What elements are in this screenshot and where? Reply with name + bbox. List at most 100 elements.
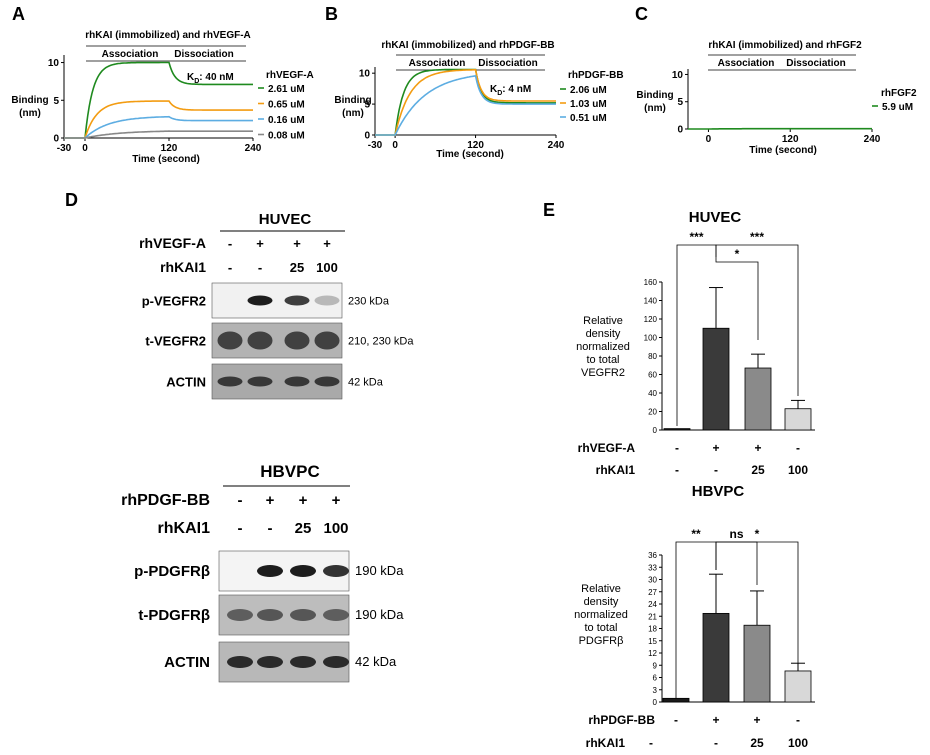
panel-a-legend-title: rhVEGF-A (266, 70, 314, 81)
x-tick-label: 240 (245, 143, 262, 154)
y-tick-label: 20 (648, 408, 657, 417)
blot-band-2-0 (217, 376, 243, 387)
sig-label-2: * (755, 527, 760, 541)
sig-bracket-1 (715, 257, 759, 340)
sig-label-0: ** (691, 527, 701, 541)
treat2-sign-1: - (258, 260, 262, 275)
bar-1 (702, 327, 730, 431)
y-tick-label: 5 (677, 97, 683, 108)
treat2-sign-0: - (675, 463, 679, 477)
y-tick-label: 140 (644, 297, 658, 306)
panel-c-ylabel-2: (nm) (644, 103, 666, 114)
panel-c-plot: 0 120 240 0 5 10 (672, 69, 881, 145)
panel-letter-c: C (635, 4, 648, 24)
panel-a-title: rhKAI (immobilized) and rhVEGF-A (85, 30, 251, 41)
legend-label-0: 2.06 uM (570, 85, 607, 96)
y-tick-label: 120 (644, 315, 658, 324)
blot-band-0-1 (247, 295, 273, 306)
blot-band-0-1 (257, 565, 283, 577)
blot-row-label-0: p-VEGFR2 (142, 294, 206, 309)
blot-band-2-3 (323, 656, 349, 668)
svg-text:KD: 4 nM: KD: 4 nM (490, 84, 531, 97)
y-tick-label: 33 (648, 563, 657, 572)
panel-b-title: rhKAI (immobilized) and rhPDGF-BB (381, 40, 554, 51)
y-tick-label: 10 (672, 70, 684, 81)
legend-label-1: 0.65 uM (268, 100, 305, 111)
panel-e-bottom-treat1-label: rhPDGF-BB (588, 713, 655, 727)
panel-c-title: rhKAI (immobilized) and rhFGF2 (708, 40, 862, 51)
y-tick-label: 36 (648, 551, 657, 560)
treat1-sign-0: - (674, 713, 678, 727)
blot-kda-1: 190 kDa (355, 607, 404, 622)
bar-0 (663, 428, 691, 431)
blot-band-2-2 (284, 376, 310, 387)
ylabel-line-3: to total (586, 354, 619, 366)
sig-label-0: *** (689, 230, 703, 244)
panel-a-kd-sub: D (194, 78, 199, 85)
treat2-sign-0: - (228, 260, 232, 275)
treat2-sign-0: - (238, 520, 243, 537)
panel-a-ylabel-2: (nm) (19, 108, 41, 119)
panel-letter-b: B (325, 4, 338, 24)
y-tick-label: 0 (653, 426, 658, 435)
blot-row-label-0: p-PDGFRβ (134, 563, 210, 580)
panel-e-top-title: HUVEC (689, 209, 742, 226)
y-tick-label: 0 (53, 134, 59, 145)
treat1-sign-1: + (712, 713, 719, 727)
panel-a-legend: 2.61 uM 0.65 uM 0.16 uM 0.08 uM (258, 84, 305, 142)
blot-band-1-0 (217, 331, 243, 350)
x-tick-label: -30 (57, 143, 72, 154)
hbvpc-treat2-label: rhKAI1 (158, 520, 211, 537)
treat2-sign-1: - (714, 736, 718, 750)
y-tick-label: 30 (648, 576, 657, 585)
curve-1 (375, 69, 556, 136)
x-tick-label: 120 (782, 134, 799, 145)
ylabel-line-0: Relative (581, 583, 621, 595)
panel-d-hbvpc: HBVPC rhPDGF-BB rhKAI1 - + + + - - 25 100 p-PDG… (121, 462, 404, 683)
hbvpc-treat1-label: rhPDGF-BB (121, 492, 210, 509)
y-tick-label: 0 (677, 125, 683, 136)
y-tick-label: 12 (648, 649, 657, 658)
y-tick-label: 9 (653, 661, 658, 670)
treat1-sign-3: - (796, 441, 800, 455)
y-tick-label: 10 (359, 69, 371, 80)
blot-band-0-2 (290, 565, 316, 577)
svg-text:KD: 40 nM: KD: 40 nM (187, 72, 234, 85)
x-tick-label: 120 (467, 140, 484, 151)
sig-bracket-1 (715, 541, 758, 585)
x-tick-label: -30 (368, 140, 383, 151)
panel-a-kd-value: : 40 nM (199, 72, 233, 83)
x-tick-label: 240 (864, 134, 881, 145)
treat1-sign-2: + (754, 441, 761, 455)
treat2-sign-1: - (714, 463, 718, 477)
sig-label-2: *** (750, 230, 764, 244)
blot-kda-0: 190 kDa (355, 563, 404, 578)
y-tick-label: 5 (364, 100, 370, 111)
panel-c-xlabel: Time (second) (749, 145, 817, 156)
panel-b-kd-value: : 4 nM (502, 84, 531, 95)
panel-letter-d: D (65, 190, 78, 210)
curve-0 (375, 68, 556, 136)
blot-band-0-2 (284, 295, 310, 306)
panel-c-association: Association (718, 58, 775, 69)
treat2-sign-3: 100 (316, 260, 338, 275)
panel-a-kd-prefix: K (187, 72, 195, 83)
blot-membrane-0 (211, 282, 343, 319)
blot-kda-2: 42 kDa (355, 654, 397, 669)
legend-label-2: 0.51 uM (570, 113, 607, 124)
panel-e-top-treat2-label: rhKAI1 (596, 463, 636, 477)
treat1-sign-3: - (796, 713, 800, 727)
y-tick-label: 5 (53, 96, 59, 107)
blot-band-1-2 (290, 609, 316, 621)
panel-c-legend: 5.9 uM (872, 102, 913, 113)
legend-label-1: 1.03 uM (570, 99, 607, 110)
panel-a-association: Association (102, 49, 159, 60)
y-tick-label: 3 (653, 686, 658, 695)
blot-band-1-1 (247, 331, 273, 350)
panel-c-legend-title: rhFGF2 (881, 88, 917, 99)
treat1-sign-0: - (675, 441, 679, 455)
treat1-sign-0: - (238, 492, 243, 509)
panel-e-bottom-title: HBVPC (692, 483, 745, 500)
y-tick-label: 100 (644, 334, 658, 343)
y-tick-label: 60 (648, 371, 657, 380)
